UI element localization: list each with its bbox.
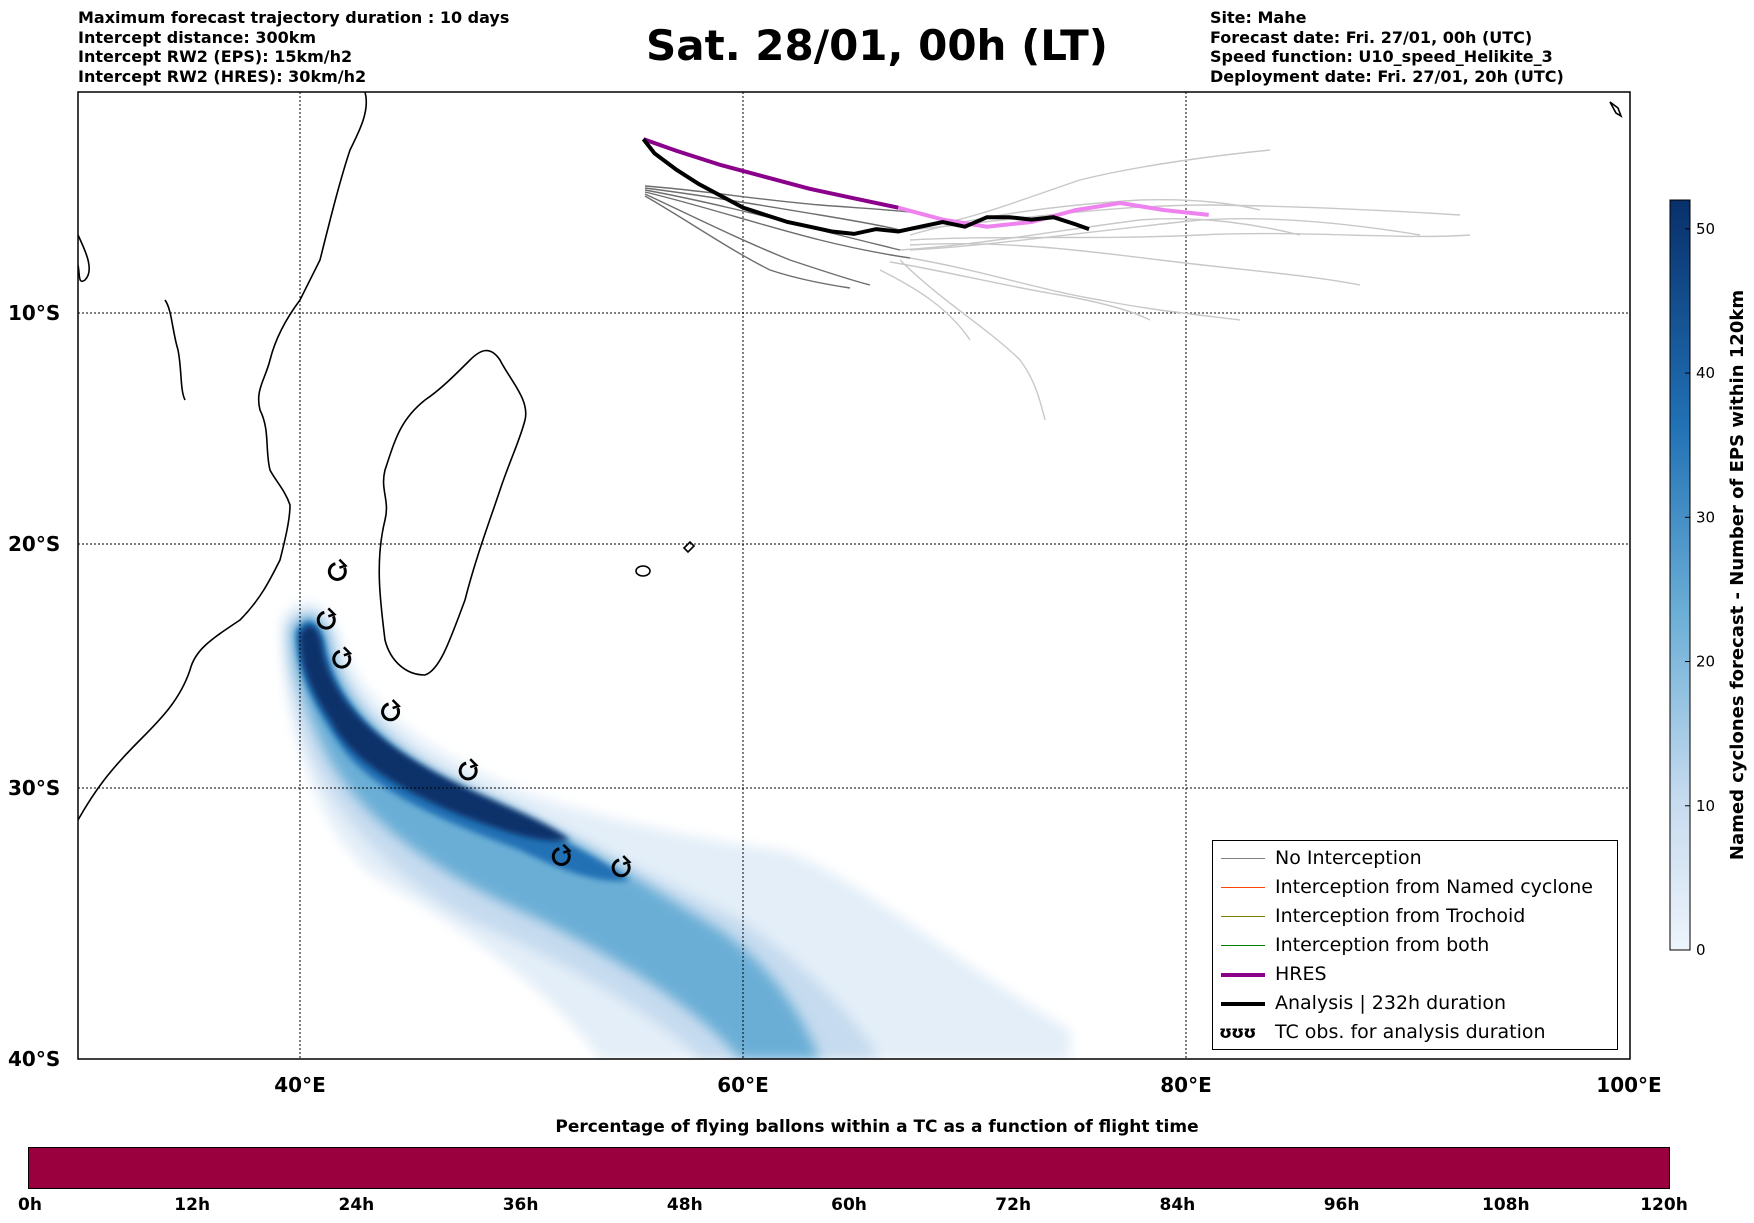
analysis-track [641,137,1090,236]
eps-trajectories [644,149,1471,421]
hres-track-early [642,137,899,210]
legend-swatch [1221,887,1265,888]
tc-obs-icon [551,843,572,866]
reunion-island [635,565,651,577]
legend-label: Interception from Named cyclone [1275,876,1593,898]
percentage-tick-label: 12h [174,1195,211,1215]
legend-label: HRES [1275,963,1327,985]
legend-label: No Interception [1275,847,1422,869]
colorbar-tick-label: 20 [1696,653,1715,671]
tc-obs-icon [381,699,401,722]
header-left: Maximum forecast trajectory duration : 1… [78,8,509,86]
page-title: Sat. 28/01, 00h (LT) [646,21,1108,70]
colorbar-ticks: 0 10 20 30 40 50 [1685,220,1715,959]
header-intercept-eps: Intercept RW2 (EPS): 15km/h2 [78,47,353,66]
legend-label: TC obs. for analysis duration [1275,1021,1546,1043]
percentage-bar [28,1147,1670,1189]
legend-swatch [1221,916,1265,917]
percentage-tick-label: 0h [18,1195,42,1215]
lon-tick-label: 60°E [717,1073,769,1097]
lat-tick-label: 40°S [8,1047,60,1071]
legend-label: Interception from both [1275,934,1490,956]
legend-swatch [1221,1002,1265,1006]
legend-item-hres: HRES [1213,960,1617,989]
colorbar-tick-label: 30 [1696,508,1715,526]
tc-symbol-icon: ʊʊʊ [1219,1023,1256,1043]
percentage-tick-label: 24h [338,1195,375,1215]
lon-tick-label: 80°E [1160,1073,1212,1097]
legend-item-both: Interception from both [1213,931,1617,960]
tc-obs-icon [316,607,337,630]
java-coast [1609,101,1623,118]
percentage-tick-label: 60h [831,1195,867,1215]
tc-obs-icon [611,855,632,878]
map-area [78,92,1630,1059]
legend-item-tc-obs: ʊʊʊ TC obs. for analysis duration [1213,1018,1617,1047]
tc-observations [316,558,632,878]
legend: No Interception Interception from Named … [1212,840,1618,1050]
header-forecast-date: Forecast date: Fri. 27/01, 00h (UTC) [1210,27,1533,47]
map-frame [77,91,1631,1060]
colorbar-tick-label: 50 [1696,220,1715,238]
percentage-tick-label: 84h [1159,1195,1196,1215]
lake-coast [164,299,186,401]
legend-item-trochoid: Interception from Trochoid [1213,902,1617,931]
percentage-tick-label: 96h [1323,1195,1360,1215]
percentage-tick-label: 72h [995,1195,1032,1215]
header-max-duration: Maximum forecast trajectory duration : 1… [78,8,510,27]
header-site: Site: Mahe [1210,8,1307,27]
legend-item-named-cyclone: Interception from Named cyclone [1213,873,1617,902]
lat-tick-label: 20°S [8,532,60,556]
colorbar-tick-label: 40 [1696,364,1715,382]
colorbar-label: Named cyclones forecast - Number of EPS … [1727,290,1748,860]
density-field [281,602,1070,1059]
legend-swatch [1221,945,1265,946]
legend-swatch [1221,858,1265,859]
lon-tick-label: 40°E [274,1073,326,1097]
header-intercept-distance: Intercept distance: 300km [78,27,317,47]
legend-item-no-interception: No Interception [1213,844,1617,873]
lon-tick-label: 100°E [1596,1073,1661,1097]
percentage-bar-title: Percentage of flying ballons within a TC… [555,1117,1199,1137]
legend-label: Interception from Trochoid [1275,905,1526,927]
percentage-tick-label: 120h [1640,1195,1688,1215]
tc-obs-icon [332,646,353,669]
lat-tick-label: 10°S [8,301,60,325]
africa-coast [78,92,368,821]
arabia-edge [78,234,90,283]
percentage-tick-label: 48h [666,1195,703,1215]
legend-swatch [1221,973,1265,977]
legend-item-analysis: Analysis | 232h duration [1213,989,1617,1018]
percentage-tick-label: 108h [1482,1195,1530,1215]
tc-obs-icon [458,758,479,781]
gridlines [78,92,1630,1059]
tc-obs-icon [327,558,348,581]
colorbar [1669,199,1691,951]
coastlines [78,92,1623,821]
lat-tick-label: 30°S [8,776,60,800]
madagascar-coast [378,349,527,676]
header-intercept-hres: Intercept RW2 (HRES): 30km/h2 [78,66,367,86]
percentage-tick-label: 36h [502,1195,539,1215]
header-speed-function: Speed function: U10_speed_Helikite_3 [1210,47,1553,66]
legend-label: Analysis | 232h duration [1275,992,1507,1014]
colorbar-tick-label: 10 [1696,797,1715,815]
header-right: Site: Mahe Forecast date: Fri. 27/01, 00… [1210,8,1564,86]
colorbar-tick-label: 0 [1696,941,1706,959]
header-deployment-date: Deployment date: Fri. 27/01, 20h (UTC) [1210,66,1564,86]
mauritius-island [682,540,696,554]
